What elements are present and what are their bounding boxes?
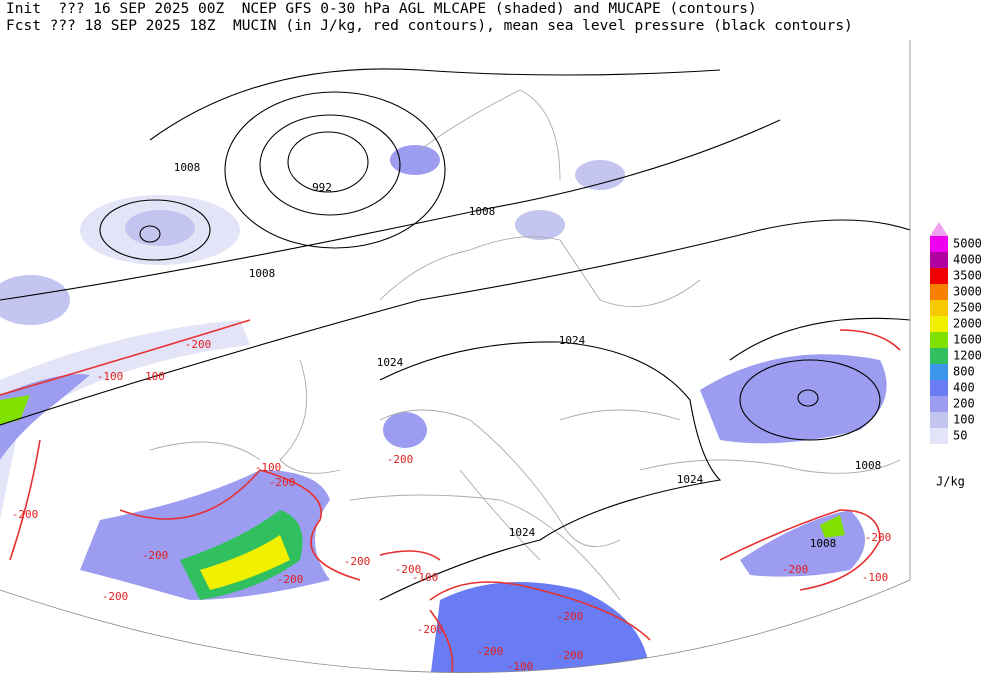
colorbar-label: 2500	[953, 301, 982, 315]
cin-label: -100	[255, 461, 282, 474]
header-line: Fcst ??? 18 SEP 2025 18Z MUCIN (in J/kg,…	[6, 18, 853, 34]
cin-label: -200	[417, 623, 444, 636]
colorbar-label: 50	[953, 429, 967, 443]
cin-label: -200	[395, 563, 422, 576]
pressure-label: 1024	[377, 356, 404, 369]
colorbar-unit: J/kg	[936, 475, 965, 489]
cin-label: -200	[557, 610, 584, 623]
colorbar-swatch	[930, 412, 948, 428]
colorbar-swatch	[930, 316, 948, 332]
cin-labels: -200-100 100-100-200-200-200-200-200-200-…	[12, 338, 892, 673]
colorbar-swatch	[930, 236, 948, 252]
pressure-label: 1008	[810, 537, 837, 550]
colorbar-swatch	[930, 428, 948, 444]
colorbar-swatch	[930, 348, 948, 364]
cin-label: -200	[269, 476, 296, 489]
pressure-label: 1024	[509, 526, 536, 539]
cin-contours	[0, 319, 901, 673]
coastlines	[149, 89, 901, 601]
pressure-label: 1024	[677, 473, 704, 486]
pressure-label: 1024	[559, 334, 586, 347]
cin-label: -200	[387, 453, 414, 466]
cin-label: -200	[12, 508, 39, 521]
cin-label: -200	[185, 338, 212, 351]
colorbar-label: 100	[953, 413, 975, 427]
colorbar-label: 1600	[953, 333, 982, 347]
colorbar-swatch	[930, 284, 948, 300]
colorbar-label: 800	[953, 365, 975, 379]
colorbar-label: 5000	[953, 237, 982, 251]
cin-label: -200	[865, 531, 892, 544]
cin-label: 100	[145, 370, 165, 383]
cin-label: -100	[862, 571, 889, 584]
colorbar-label: 2000	[953, 317, 982, 331]
colorbar-label: 400	[953, 381, 975, 395]
cin-label: -200	[277, 573, 304, 586]
colorbar-label: 4000	[953, 253, 982, 267]
cin-label: -200	[344, 555, 371, 568]
header-line: Init ??? 16 SEP 2025 00Z NCEP GFS 0-30 h…	[6, 1, 757, 17]
pressure-label: 1008	[469, 205, 496, 218]
cin-label: -100	[97, 370, 124, 383]
cin-label: -200	[557, 649, 584, 662]
colorbar-label: 200	[953, 397, 975, 411]
cin-label: -200	[782, 563, 809, 576]
domain-edge	[0, 40, 911, 673]
pressure-label: 992	[312, 181, 332, 194]
cape-shading	[0, 145, 887, 673]
colorbar-swatch	[930, 364, 948, 380]
colorbar-swatch	[930, 268, 948, 284]
pressure-label: 1008	[174, 161, 201, 174]
cin-label: -200	[102, 590, 129, 603]
colorbar-swatch	[930, 380, 948, 396]
cin-label: -100	[412, 571, 439, 584]
pressure-contours	[0, 68, 910, 601]
colorbar-label: 3000	[953, 285, 982, 299]
pressure-label: 1008	[855, 459, 882, 472]
map-area	[0, 68, 910, 673]
colorbar-label: 1200	[953, 349, 982, 363]
colorbar-swatch	[930, 300, 948, 316]
colorbar-arrow	[930, 222, 948, 236]
cin-label: -100	[507, 660, 534, 673]
colorbar-swatch	[930, 252, 948, 268]
cin-label: -200	[142, 549, 169, 562]
colorbar-swatch	[930, 396, 948, 412]
cin-label: -200	[477, 645, 504, 658]
colorbar-label: 3500	[953, 269, 982, 283]
pressure-label: 1008	[249, 267, 276, 280]
colorbar-swatch	[930, 332, 948, 348]
colorbar: 50 100 200 400 800 1200 1600 2000 2500 3000 3500 40…	[930, 222, 982, 489]
